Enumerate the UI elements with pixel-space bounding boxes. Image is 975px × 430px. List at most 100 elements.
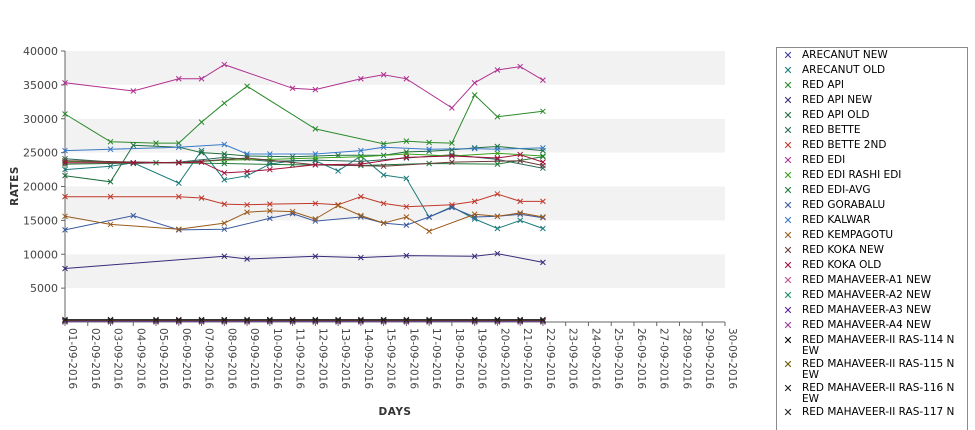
legend-marker-icon: ✕ bbox=[783, 259, 793, 272]
y-axis-label: RATES bbox=[9, 166, 21, 206]
data-point bbox=[471, 253, 478, 260]
series-red-api-new bbox=[62, 250, 546, 272]
data-point bbox=[62, 166, 68, 173]
legend-label: RED KALWAR bbox=[802, 214, 871, 226]
legend-label: RED API OLD bbox=[802, 109, 870, 121]
data-point bbox=[221, 170, 228, 176]
legend-marker-icon: ✕ bbox=[783, 214, 793, 227]
x-tick-label: 09-09-2016 bbox=[248, 328, 260, 389]
data-point bbox=[380, 71, 387, 78]
x-tick-label: 16-09-2016 bbox=[407, 328, 419, 389]
data-point bbox=[266, 151, 273, 157]
legend-label: RED MAHAVEER-A1 NEW bbox=[802, 274, 931, 286]
data-point bbox=[517, 316, 524, 323]
data-point bbox=[312, 86, 319, 93]
data-point bbox=[380, 163, 387, 170]
data-point bbox=[540, 316, 546, 323]
y-tick-label: 5000 bbox=[30, 282, 58, 295]
data-point bbox=[62, 111, 68, 117]
data-point bbox=[471, 79, 478, 86]
data-point bbox=[471, 145, 478, 152]
data-point bbox=[335, 168, 341, 174]
data-point bbox=[358, 254, 364, 261]
data-point bbox=[62, 213, 68, 220]
data-point bbox=[107, 146, 114, 153]
data-point bbox=[221, 253, 228, 260]
data-point bbox=[403, 203, 410, 210]
data-point bbox=[244, 168, 250, 175]
x-tick-label: 29-09-2016 bbox=[703, 328, 715, 389]
data-point bbox=[358, 161, 364, 167]
data-point bbox=[517, 157, 524, 164]
data-point bbox=[380, 200, 387, 207]
data-point bbox=[62, 147, 68, 154]
data-point bbox=[380, 220, 387, 226]
data-point bbox=[540, 198, 546, 205]
x-tick-label: 04-09-2016 bbox=[134, 328, 146, 389]
legend-item: ✕ ARECANUT OLD bbox=[777, 63, 967, 78]
x-tick-label: 28-09-2016 bbox=[680, 328, 692, 389]
data-point bbox=[358, 75, 364, 82]
line-chart: 500010000150002000025000300003500040000 … bbox=[9, 45, 738, 418]
data-point bbox=[449, 140, 455, 146]
data-point bbox=[312, 316, 319, 323]
x-tick-label: 18-09-2016 bbox=[453, 328, 465, 389]
data-point bbox=[312, 126, 319, 132]
x-tick-label: 24-09-2016 bbox=[589, 328, 601, 389]
data-point bbox=[266, 208, 273, 214]
data-point bbox=[198, 119, 205, 125]
data-point bbox=[403, 252, 410, 259]
data-point bbox=[312, 155, 319, 161]
data-point bbox=[426, 139, 432, 146]
y-tick-label: 40000 bbox=[23, 45, 58, 58]
data-point bbox=[175, 75, 182, 82]
data-point bbox=[221, 220, 228, 226]
data-point bbox=[540, 214, 546, 220]
series-line bbox=[65, 154, 544, 174]
data-point bbox=[403, 222, 410, 228]
data-point bbox=[426, 214, 432, 220]
data-point bbox=[312, 151, 319, 157]
data-point bbox=[221, 316, 228, 323]
data-point bbox=[403, 154, 410, 161]
legend-marker-icon: ✕ bbox=[783, 319, 793, 332]
data-point bbox=[380, 172, 387, 178]
legend-item: ✕ RED MAHAVEER-II RAS-117 N bbox=[777, 405, 967, 420]
data-point bbox=[289, 85, 296, 92]
data-point bbox=[540, 108, 546, 115]
data-point bbox=[312, 216, 319, 222]
data-point bbox=[62, 193, 68, 200]
series-red-koka-old bbox=[62, 151, 546, 176]
data-point bbox=[221, 176, 228, 183]
series-red-api bbox=[62, 83, 546, 147]
data-point bbox=[198, 159, 205, 165]
data-point bbox=[494, 113, 501, 120]
legend-item: ✕ RED EDI bbox=[777, 153, 967, 168]
x-tick-label: 30-09-2016 bbox=[726, 328, 738, 389]
data-point bbox=[517, 211, 524, 218]
legend-item: ✕ RED GORABALU bbox=[777, 198, 967, 213]
data-point bbox=[494, 161, 501, 167]
data-point bbox=[266, 215, 273, 222]
data-point bbox=[358, 153, 364, 160]
legend-item: ✕ RED MAHAVEER-A2 NEW bbox=[777, 288, 967, 303]
legend-label: RED KOKA NEW bbox=[802, 244, 885, 256]
data-point bbox=[244, 83, 250, 90]
legend-label: ARECANUT OLD bbox=[802, 64, 886, 76]
data-point bbox=[62, 227, 68, 233]
data-point bbox=[266, 166, 273, 173]
data-point bbox=[540, 225, 546, 232]
data-point bbox=[312, 161, 319, 168]
x-tick-label: 15-09-2016 bbox=[385, 328, 397, 389]
data-point bbox=[449, 153, 455, 159]
plot-band bbox=[65, 220, 725, 255]
data-point bbox=[130, 88, 137, 94]
data-point bbox=[426, 146, 432, 153]
data-point bbox=[403, 316, 410, 323]
plot-band bbox=[65, 288, 725, 322]
x-tick-label: 17-09-2016 bbox=[430, 328, 442, 389]
data-point bbox=[289, 316, 296, 323]
x-axis-label: DAYS bbox=[378, 406, 411, 418]
data-point bbox=[175, 144, 182, 151]
y-tick-label: 25000 bbox=[23, 147, 58, 160]
